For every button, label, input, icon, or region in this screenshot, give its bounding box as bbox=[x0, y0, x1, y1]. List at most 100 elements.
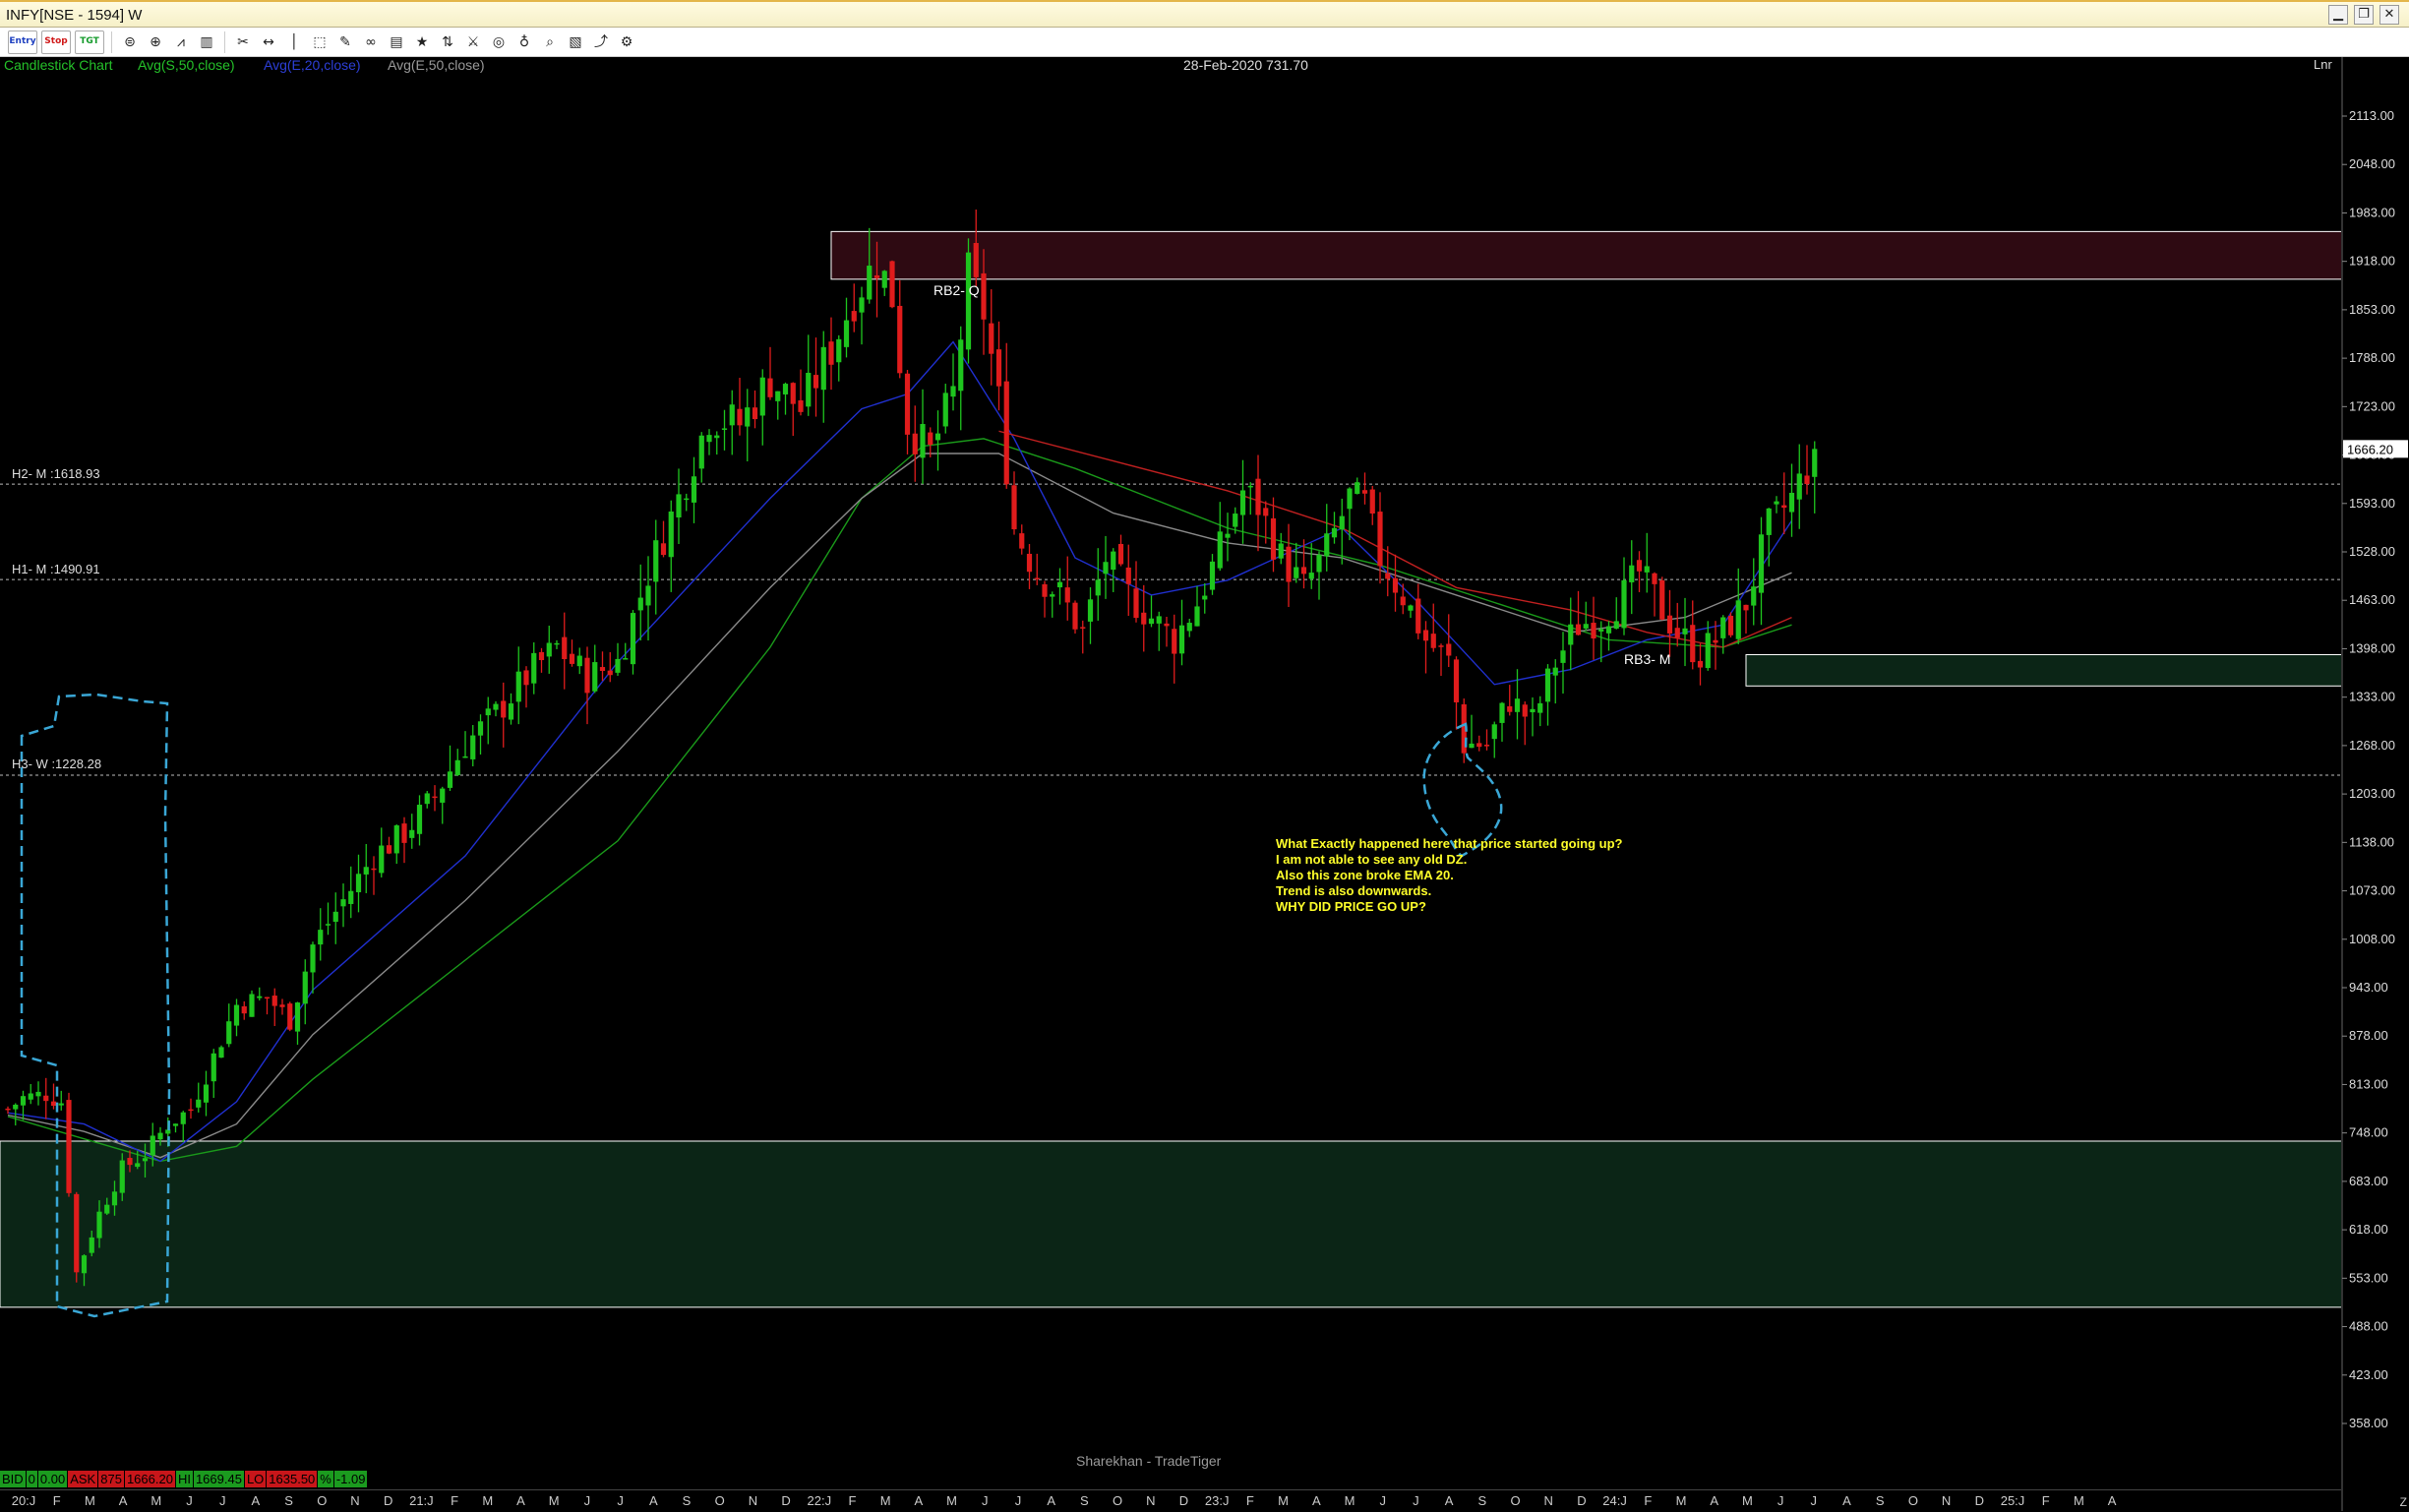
template-icon[interactable]: ▤ bbox=[390, 33, 403, 50]
candle-body bbox=[401, 823, 407, 843]
candle-body bbox=[645, 585, 651, 606]
target-button[interactable]: TGT bbox=[75, 30, 104, 54]
candle-body bbox=[1361, 490, 1368, 494]
minimize-button[interactable]: ▁ bbox=[2328, 5, 2348, 25]
time-axis-label: J bbox=[1379, 1493, 1386, 1508]
scale-mode[interactable]: Lnr bbox=[2314, 57, 2332, 72]
time-axis-label: 22:J bbox=[807, 1493, 832, 1508]
candle-body bbox=[66, 1100, 72, 1193]
legend-ema50[interactable]: Avg(E,50,close) bbox=[388, 57, 485, 73]
time-axis-label: S bbox=[284, 1493, 293, 1508]
candle-body bbox=[1781, 505, 1787, 509]
candle-body bbox=[477, 721, 484, 736]
zoom-icon[interactable]: ⌕ bbox=[546, 33, 554, 50]
time-axis-label: J bbox=[1413, 1493, 1419, 1508]
zoom-corner-icon[interactable]: Z bbox=[2399, 1495, 2407, 1509]
candle-body bbox=[1164, 623, 1170, 627]
time-axis-label: A bbox=[1311, 1493, 1321, 1508]
axis-tick-label: 2113.00 bbox=[2349, 108, 2394, 123]
axis-tick-label: 878.00 bbox=[2349, 1028, 2388, 1043]
favorite-icon[interactable]: ★ bbox=[415, 33, 429, 50]
time-axis-label: O bbox=[1907, 1493, 1918, 1508]
close-button[interactable]: ✕ bbox=[2379, 5, 2399, 25]
candle-body bbox=[1453, 659, 1460, 702]
candle-body bbox=[409, 829, 415, 838]
price-axis[interactable]: 2113.00 2048.00 1983.00 1918.00 1853.00 1788.… bbox=[2341, 57, 2409, 1511]
scanner-icon[interactable]: ◎ bbox=[492, 33, 506, 50]
candle-body bbox=[111, 1191, 118, 1206]
candle-body bbox=[1544, 668, 1551, 702]
settings-gear-icon[interactable]: ⚙ bbox=[620, 33, 633, 50]
candle-body bbox=[554, 642, 560, 645]
legend-sma50[interactable]: Avg(S,50,close) bbox=[138, 57, 235, 73]
candle-body bbox=[599, 667, 606, 672]
candle-body bbox=[1583, 624, 1589, 629]
indicator-icon[interactable]: ⊜ bbox=[124, 33, 136, 50]
delete-icon[interactable]: ▧ bbox=[569, 33, 582, 50]
scissors-icon[interactable]: ✂ bbox=[237, 33, 249, 50]
time-axis-label: O bbox=[317, 1493, 328, 1508]
candle-body bbox=[1514, 698, 1521, 712]
candle-body bbox=[501, 700, 507, 718]
candle-body bbox=[1605, 626, 1612, 634]
candle-body bbox=[973, 243, 979, 277]
entry-button[interactable]: Entry bbox=[8, 30, 37, 54]
trend-icon[interactable]: ⤴ bbox=[594, 33, 608, 50]
line-style-icon[interactable]: ⩘ bbox=[177, 33, 185, 50]
candle-body bbox=[371, 868, 377, 871]
price-chart[interactable] bbox=[0, 57, 2341, 1470]
axis-tick-label: 1918.00 bbox=[2349, 254, 2395, 269]
candle-body bbox=[1117, 543, 1124, 565]
link-icon[interactable]: ∞ bbox=[365, 33, 377, 50]
wand-icon[interactable]: ⚔ bbox=[466, 33, 480, 50]
draw-tools-icon[interactable]: ✎ bbox=[339, 33, 351, 50]
annotation-line: Trend is also downwards. bbox=[1276, 883, 1432, 898]
crosshair-icon[interactable]: ⊕ bbox=[150, 33, 161, 50]
candle-body bbox=[249, 994, 255, 1017]
candle-body bbox=[1766, 508, 1772, 535]
rectangle-icon[interactable]: ⬚ bbox=[313, 33, 327, 50]
candle-body bbox=[1133, 588, 1139, 619]
candle-body bbox=[1522, 704, 1528, 717]
horizontal-line-icon[interactable]: ↔ bbox=[263, 33, 274, 50]
compare-icon[interactable]: ⇅ bbox=[442, 33, 453, 50]
candle-body bbox=[294, 1002, 301, 1032]
candle-body bbox=[271, 996, 277, 1006]
alert-icon[interactable]: ♁ bbox=[518, 33, 530, 50]
candle-type-icon[interactable]: ▥ bbox=[200, 33, 213, 50]
restore-button[interactable]: ❐ bbox=[2354, 5, 2374, 25]
candle-body bbox=[188, 1109, 194, 1112]
candle-body bbox=[1255, 478, 1261, 515]
axis-tick-label: 2048.00 bbox=[2349, 156, 2395, 171]
quote-ask-price: 1666.20 bbox=[124, 1471, 176, 1487]
time-axis-label: F bbox=[451, 1493, 459, 1508]
time-axis[interactable]: 20:J F M A M J J A S O N D 21:J F M A M J J A S O N D 22:J F M A M J J… bbox=[0, 1489, 2341, 1512]
candle-body bbox=[660, 543, 667, 556]
ma-ema50-line bbox=[7, 453, 1792, 1159]
candle-body bbox=[721, 428, 728, 430]
annotation-line: WHY DID PRICE GO UP? bbox=[1276, 899, 1426, 914]
candle-body bbox=[958, 339, 964, 392]
time-axis-label: N bbox=[1543, 1493, 1553, 1508]
candle-body bbox=[904, 373, 911, 435]
candle-body bbox=[363, 867, 369, 875]
time-axis-label: O bbox=[714, 1493, 725, 1508]
annotation-text: What Exactly happened here that price st… bbox=[1276, 836, 1623, 915]
stop-button[interactable]: Stop bbox=[41, 30, 71, 54]
candle-body bbox=[1308, 573, 1314, 579]
candle-body bbox=[386, 845, 392, 854]
candle-body bbox=[325, 924, 331, 926]
candle-body bbox=[1186, 623, 1192, 632]
legend-ema20[interactable]: Avg(E,20,close) bbox=[264, 57, 361, 73]
candle-body bbox=[454, 759, 460, 775]
candle-body bbox=[1042, 583, 1048, 597]
candle-body bbox=[1682, 628, 1688, 635]
candle-body bbox=[1072, 602, 1078, 630]
candle-body bbox=[714, 435, 720, 439]
candle-body bbox=[432, 796, 438, 799]
candle-body bbox=[1530, 708, 1536, 713]
vertical-line-icon[interactable]: │ bbox=[289, 33, 299, 50]
candle-body bbox=[150, 1135, 155, 1156]
candle-body bbox=[13, 1104, 19, 1110]
candle-body bbox=[104, 1204, 110, 1214]
